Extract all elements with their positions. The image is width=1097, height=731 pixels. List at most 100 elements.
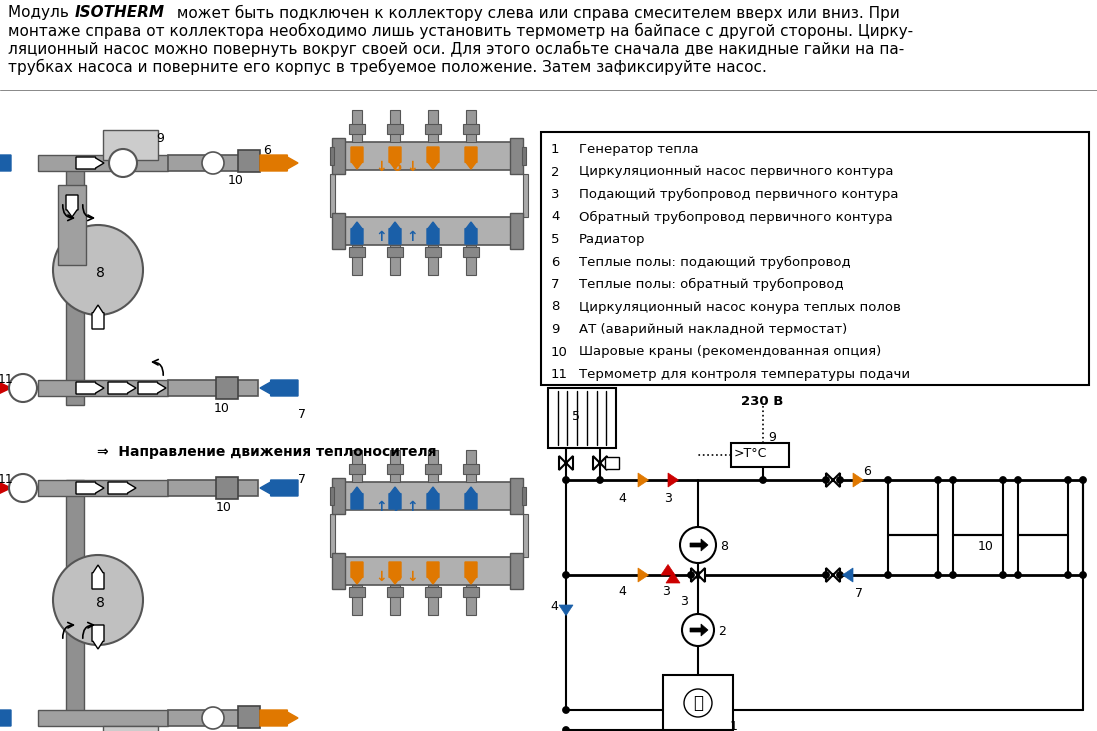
Polygon shape: [638, 473, 648, 487]
Circle shape: [823, 572, 829, 578]
Bar: [387, 247, 403, 257]
Bar: [522, 147, 525, 165]
Polygon shape: [351, 147, 363, 169]
Bar: [332, 138, 344, 174]
Bar: [428, 110, 438, 142]
Text: 8: 8: [551, 300, 559, 314]
Bar: [387, 587, 403, 597]
Polygon shape: [351, 562, 363, 584]
Polygon shape: [389, 562, 402, 584]
Bar: [38, 710, 168, 726]
Polygon shape: [465, 222, 477, 244]
Text: 8: 8: [95, 266, 104, 280]
Text: 10: 10: [228, 174, 244, 187]
Circle shape: [682, 614, 714, 646]
Polygon shape: [389, 147, 402, 169]
Polygon shape: [427, 222, 439, 244]
Bar: [168, 480, 258, 496]
Text: 3: 3: [664, 492, 672, 505]
Bar: [342, 142, 512, 170]
Text: Циркуляционный насос конура теплых полов: Циркуляционный насос конура теплых полов: [579, 300, 901, 314]
Text: 4: 4: [550, 600, 558, 613]
Polygon shape: [108, 482, 136, 494]
Polygon shape: [690, 539, 708, 551]
Bar: [541, 132, 1089, 385]
Polygon shape: [0, 380, 11, 396]
Text: ⇒  Направление движения теплоносителя: ⇒ Направление движения теплоносителя: [97, 445, 437, 459]
Text: 7: 7: [855, 587, 863, 600]
Text: >T°C: >T°C: [734, 447, 768, 460]
Circle shape: [597, 477, 603, 483]
Circle shape: [837, 572, 844, 578]
Bar: [38, 480, 168, 496]
Circle shape: [53, 225, 143, 315]
Text: 4: 4: [618, 492, 626, 505]
Bar: [349, 124, 365, 134]
Bar: [663, 675, 733, 730]
Bar: [342, 557, 512, 585]
Text: ↓ 6 ↓: ↓ 6 ↓: [375, 160, 418, 174]
Circle shape: [685, 689, 712, 717]
Text: 6: 6: [863, 465, 871, 478]
Text: Обратный трубопровод первичного контура: Обратный трубопровод первичного контура: [579, 211, 893, 224]
Bar: [391, 245, 400, 275]
Circle shape: [1079, 572, 1086, 578]
Bar: [425, 124, 441, 134]
Bar: [332, 553, 344, 589]
Bar: [463, 124, 479, 134]
Text: 8: 8: [720, 540, 728, 553]
Text: 1: 1: [730, 720, 738, 731]
Polygon shape: [260, 155, 298, 171]
Bar: [428, 585, 438, 615]
Polygon shape: [66, 195, 78, 217]
Text: ISOTHERM: ISOTHERM: [75, 5, 165, 20]
Text: 9: 9: [768, 431, 776, 444]
Circle shape: [563, 727, 569, 731]
Polygon shape: [853, 473, 863, 487]
Bar: [349, 464, 365, 474]
Circle shape: [563, 477, 569, 483]
Polygon shape: [826, 568, 840, 582]
Bar: [349, 587, 365, 597]
Bar: [548, 388, 617, 448]
Text: 3: 3: [680, 595, 688, 608]
Bar: [428, 450, 438, 482]
Polygon shape: [427, 562, 439, 584]
Text: 4: 4: [618, 585, 626, 598]
Polygon shape: [559, 605, 573, 616]
Text: 9: 9: [551, 323, 559, 336]
Bar: [510, 553, 523, 589]
Polygon shape: [427, 487, 439, 509]
Text: 11: 11: [0, 373, 14, 386]
Polygon shape: [593, 456, 607, 470]
Bar: [391, 585, 400, 615]
Bar: [510, 213, 523, 249]
Bar: [352, 110, 362, 142]
Bar: [342, 482, 512, 510]
Bar: [216, 377, 238, 399]
Bar: [387, 464, 403, 474]
Bar: [352, 245, 362, 275]
Bar: [332, 213, 344, 249]
Bar: [510, 138, 523, 174]
Bar: [391, 110, 400, 142]
Circle shape: [999, 477, 1007, 483]
Bar: [349, 247, 365, 257]
Polygon shape: [260, 710, 298, 726]
Text: Модуль: Модуль: [8, 5, 73, 20]
Text: 230 В: 230 В: [740, 395, 783, 408]
Text: 8: 8: [95, 596, 104, 610]
Circle shape: [1064, 572, 1072, 578]
Text: 5: 5: [551, 233, 559, 246]
Polygon shape: [0, 480, 11, 496]
Circle shape: [109, 149, 137, 177]
Circle shape: [563, 706, 569, 713]
Bar: [523, 174, 528, 217]
Circle shape: [1015, 477, 1021, 483]
Text: 1: 1: [551, 143, 559, 156]
Circle shape: [202, 707, 224, 729]
Polygon shape: [92, 305, 104, 329]
Text: 6: 6: [551, 256, 559, 268]
Text: 6: 6: [263, 144, 271, 157]
Bar: [216, 477, 238, 499]
